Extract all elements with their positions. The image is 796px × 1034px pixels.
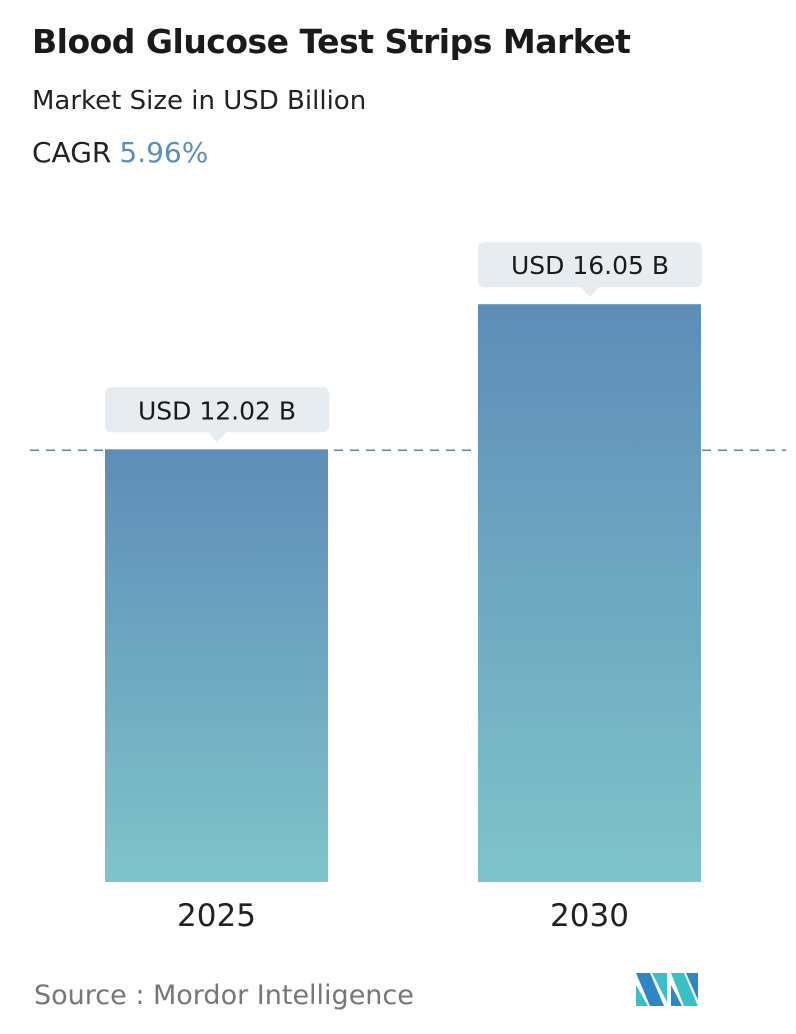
cagr-label: CAGR bbox=[32, 136, 112, 169]
data-label-bg bbox=[478, 242, 702, 288]
bar-2030 bbox=[478, 304, 701, 882]
data-label-pointer bbox=[208, 432, 226, 443]
chart-title: Blood Glucose Test Strips Market bbox=[32, 22, 631, 61]
bar-2025 bbox=[105, 449, 328, 882]
data-label-bg bbox=[105, 387, 329, 433]
bar-chart: USD 12.02 B 2025 USD 16.05 B 2030 bbox=[30, 242, 786, 934]
x-tick-label: 2025 bbox=[177, 898, 256, 934]
data-label: USD 12.02 B bbox=[138, 396, 296, 425]
data-label: USD 16.05 B bbox=[511, 251, 669, 280]
cagr: CAGR 5.96% bbox=[32, 136, 208, 169]
cagr-value: 5.96% bbox=[119, 136, 209, 169]
data-label-pointer bbox=[581, 287, 599, 298]
chart-subtitle: Market Size in USD Billion bbox=[32, 86, 367, 116]
source-note: Source : Mordor Intelligence bbox=[34, 980, 414, 1011]
x-tick-label: 2030 bbox=[550, 898, 629, 934]
